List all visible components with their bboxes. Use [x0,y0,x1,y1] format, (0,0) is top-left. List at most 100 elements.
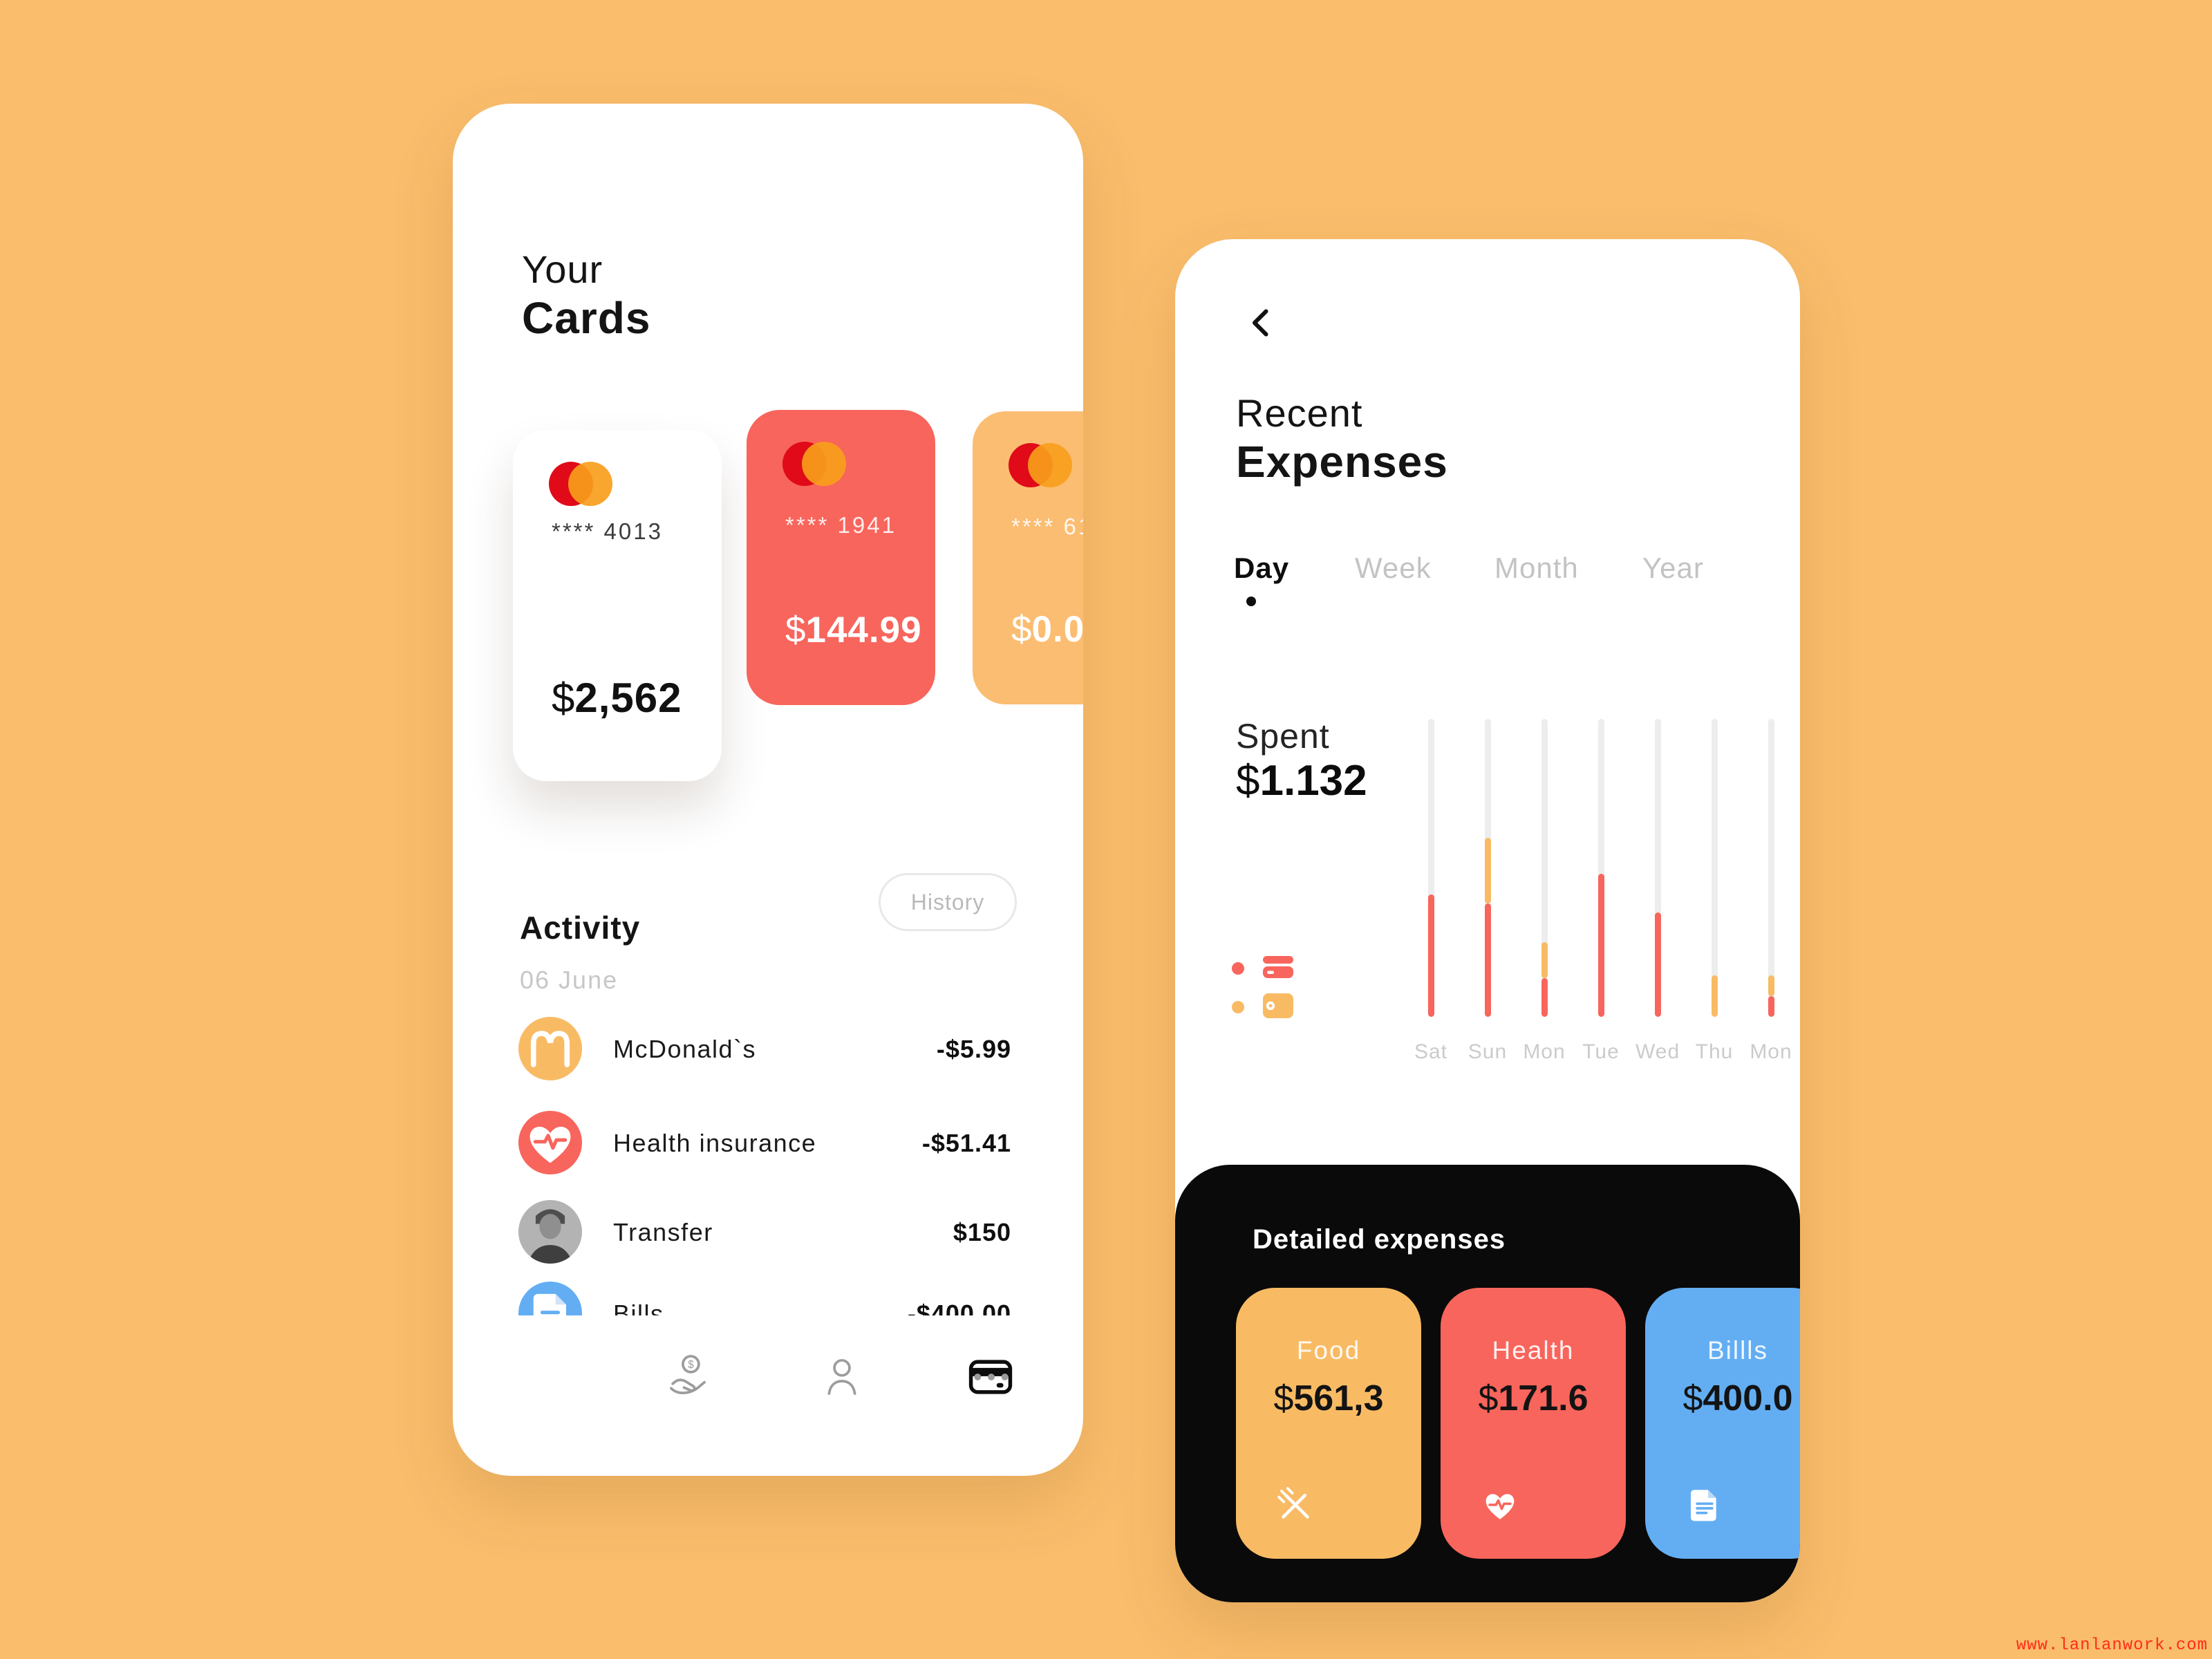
card-number: **** 4013 [552,518,663,544]
tab-year[interactable]: Year [1642,552,1704,584]
chart-day-label: Sun [1468,1040,1508,1063]
chart-track [1768,719,1774,1017]
chart-bar-wallet [1711,975,1718,1017]
legend-dot-red [1232,962,1244,975]
expense-label: Billls [1707,1336,1769,1365]
chart-day-label: Thu [1695,1040,1734,1063]
profile-icon[interactable] [818,1353,866,1401]
chart-column-tue-3: Tue [1579,719,1623,1064]
card-balance: $144.99 [785,610,922,650]
tab-month[interactable]: Month [1494,552,1579,584]
transaction-amount: $150 [953,1218,1011,1246]
expense-label: Food [1296,1336,1361,1365]
detailed-expenses-panel: Detailed expenses Food $561,3 Health $17… [1175,1165,1800,1602]
chart-day-label: Tue [1582,1040,1620,1063]
chevron-left-icon [1246,308,1279,341]
legend-item-wallet [1232,991,1294,1023]
chart-column-mon-2: Mon [1522,719,1566,1064]
spent-value: $1.132 [1236,757,1367,805]
transaction-row-bills[interactable]: Bills -$400.00 [453,1282,1083,1315]
expense-card-food[interactable]: Food $561,3 [1236,1288,1421,1559]
chart-day-label: Mon [1750,1040,1792,1063]
chart-column-sat-0: Sat [1409,719,1453,1064]
transaction-row-transfer[interactable]: Transfer $150 [453,1200,1083,1264]
page-title-line2: Expenses [1236,436,1448,487]
transaction-amount: -$5.99 [936,1035,1011,1063]
chart-bar-card [1484,903,1491,1017]
mastercard-logo-icon [549,462,615,507]
legend-dot-orange [1232,1001,1244,1013]
history-button[interactable]: History [879,873,1017,931]
transaction-list: McDonald`s -$5.99 Health insurance -$51.… [453,1004,1083,1315]
chart-column-sun-1: Sun [1465,719,1510,1064]
legend-item-card [1232,953,1294,984]
transaction-row-health[interactable]: Health insurance -$51.41 [453,1111,1083,1174]
chart-bar-card [1427,894,1434,1017]
chart-column-mon-6: Mon [1749,719,1793,1064]
expense-card-bills[interactable]: Billls $400.0 [1645,1288,1800,1559]
bank-card-613[interactable]: **** 613 $0.0 [973,411,1083,704]
page-title: Recent Expenses [1236,391,1448,487]
more-dots-icon[interactable] [967,1353,1015,1401]
chart-track [1711,719,1718,1017]
chart-bar-wallet [1768,975,1774,996]
page-title-line1: Your [522,247,603,291]
chart-bar-wallet [1484,838,1491,904]
mastercard-logo-icon [782,442,849,487]
expense-value: $400.0 [1683,1378,1793,1418]
activity-date: 06 June [520,966,619,994]
page-title-line1: Recent [1236,391,1363,435]
back-button[interactable] [1241,303,1283,344]
expenses-screen: Recent Expenses Day Week Month Year Spen… [1175,239,1800,1602]
page-title: Your Cards [522,247,650,344]
transaction-row-mcdonalds[interactable]: McDonald`s -$5.99 [453,1017,1083,1080]
period-tabs: Day Week Month Year [1175,552,1800,593]
expense-value: $561,3 [1273,1378,1384,1418]
chart-day-label: Mon [1523,1040,1566,1063]
watermark: www.lanlanwork.com [2016,1636,2208,1655]
mcdonalds-m-icon [518,1017,582,1080]
chart-legend [1232,953,1294,1030]
active-tab-dot [1246,597,1256,606]
bank-card-4013[interactable]: **** 4013 $2,562 [513,430,722,781]
detailed-expenses-title: Detailed expenses [1253,1224,1506,1255]
card-balance: $0.0 [1011,609,1083,650]
spent-label: Spent [1236,717,1330,756]
chart-track [1541,719,1548,1017]
transaction-amount: -$400.00 [907,1300,1011,1315]
transaction-name: Bills [613,1300,664,1315]
credit-card-icon [1262,953,1294,984]
bill-document-icon [1684,1484,1725,1526]
chart-day-label: Wed [1635,1040,1680,1063]
tab-day[interactable]: Day [1234,552,1290,584]
hand-coin-icon[interactable]: $ [664,1353,712,1401]
transaction-name: Transfer [613,1218,713,1246]
person-photo-avatar [518,1200,582,1264]
expense-card-health[interactable]: Health $171.6 [1441,1288,1626,1559]
chart-column-wed-4: Wed [1635,719,1680,1064]
expense-label: Health [1492,1336,1575,1365]
chart-bar-wallet [1541,942,1548,978]
svg-text:$: $ [688,1359,694,1371]
transaction-name: Health insurance [613,1129,817,1157]
chart-track [1427,719,1434,1017]
card-number: **** 1941 [785,512,897,538]
tab-week[interactable]: Week [1355,552,1432,584]
credit-card-icon[interactable] [966,1353,1015,1401]
chart-bar-card [1654,912,1661,1017]
bottom-nav: $ [453,1353,1083,1408]
utensils-icon [1275,1484,1316,1526]
chart-bar-card [1541,977,1548,1017]
bill-document-icon [518,1282,582,1315]
activity-title: Activity [520,910,641,946]
bank-card-1941[interactable]: **** 1941 $144.99 [747,410,935,705]
spending-chart: Sat Sun Mon Tue Wed Thu Mon [1175,239,1800,1602]
chart-bar-card [1597,874,1604,1017]
chart-track [1484,719,1491,1017]
expense-value: $171.6 [1478,1378,1588,1418]
wallet-icon [1262,992,1294,1023]
chart-bar-card [1768,995,1774,1017]
mastercard-logo-icon [1009,443,1075,489]
chart-column-thu-5: Thu [1692,719,1736,1064]
